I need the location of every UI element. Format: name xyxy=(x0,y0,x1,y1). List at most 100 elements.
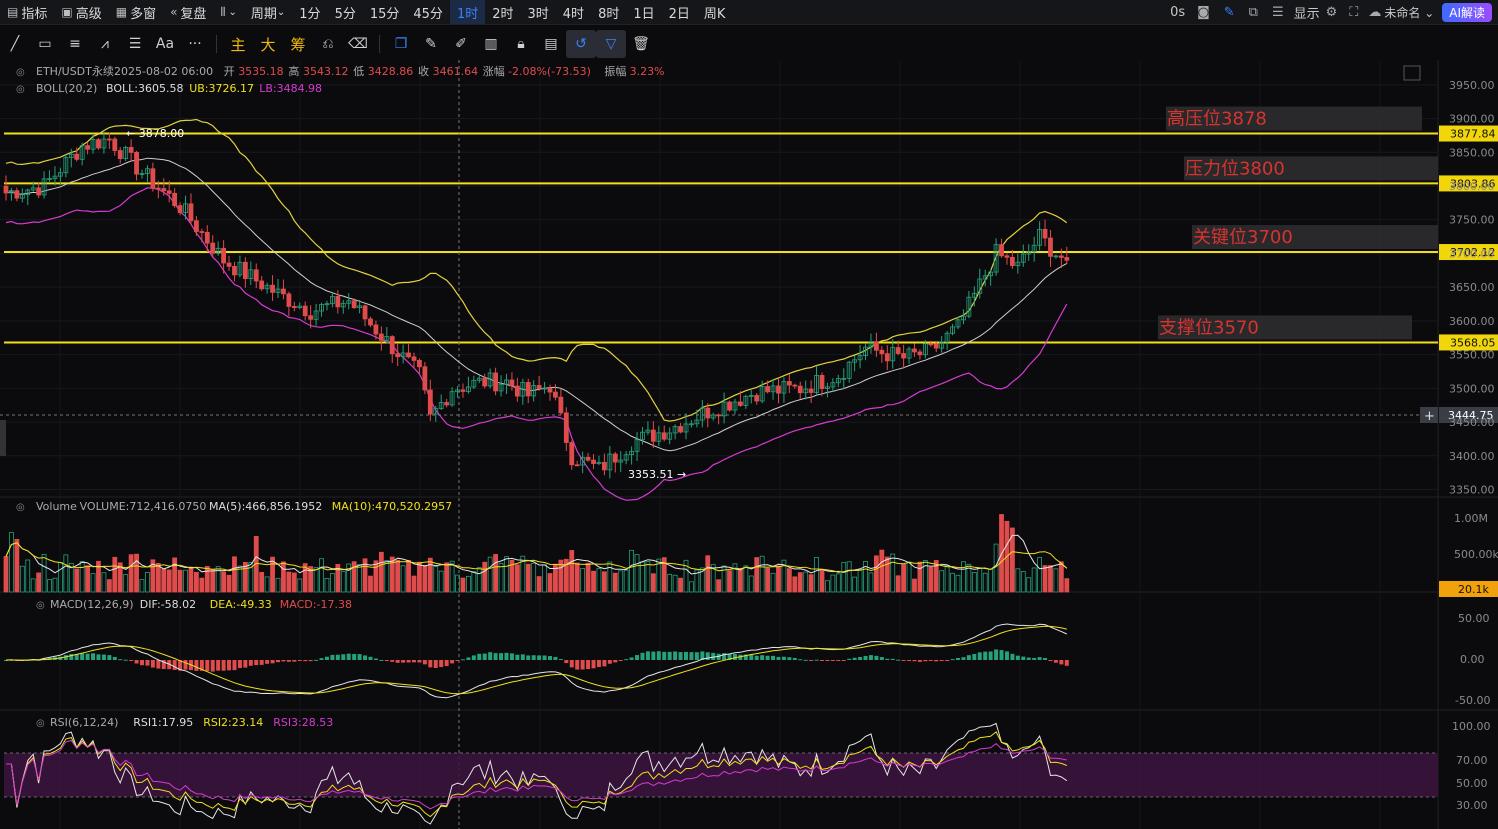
big-order-button[interactable]: 大 xyxy=(260,35,276,54)
layout-name[interactable]: 未命名 ⌄ xyxy=(1384,5,1435,20)
camera-icon[interactable]: ◙ xyxy=(1197,4,1210,20)
topbar-item-5[interactable]: 周期 ⌄ xyxy=(244,0,292,24)
chart-area[interactable]: 高压位3878 3877.84 压力位3800 3803.86 关键位3700 3702.… xyxy=(0,60,1498,829)
compare-icon[interactable]: ▥ xyxy=(484,36,498,52)
volume-bar xyxy=(591,570,596,593)
ai-button[interactable]: AI解读 xyxy=(1442,2,1492,22)
macd-pane xyxy=(4,623,1069,699)
macd-histogram-bar xyxy=(939,660,944,662)
topbar-item-15[interactable]: 1日 xyxy=(626,0,661,24)
pencil-icon[interactable]: ✎ xyxy=(1223,4,1235,20)
magnet-icon[interactable]: ⎌ xyxy=(322,36,334,52)
topbar-item-16[interactable]: 2日 xyxy=(662,0,697,24)
volume-bar xyxy=(112,556,118,593)
fib-tool-icon[interactable]: ☰ xyxy=(128,36,142,52)
window-icon[interactable]: ⧉ xyxy=(1248,4,1258,20)
side-panel-toggle[interactable] xyxy=(0,420,6,456)
pen-icon[interactable]: ✐ xyxy=(455,36,467,52)
volume-bar xyxy=(585,562,591,593)
topbar-item-14[interactable]: 8时 xyxy=(591,0,626,24)
copy-icon[interactable]: ❐ xyxy=(394,36,408,52)
topbar-item-0[interactable]: ▤ 指标 xyxy=(0,0,54,24)
filter-icon[interactable]: ▽ xyxy=(596,30,626,58)
candle-body xyxy=(237,261,243,276)
macd-histogram-bar xyxy=(156,660,161,669)
draw-mode-icon[interactable]: ↺ xyxy=(566,30,596,58)
more-tools-icon[interactable]: ··· xyxy=(188,36,202,52)
topbar-item-12[interactable]: 3时 xyxy=(521,0,556,24)
macd-histogram-bar xyxy=(917,660,922,662)
rectangle-tool-icon[interactable]: ▭ xyxy=(38,36,52,52)
topbar-item-4[interactable]: ⫴ ⌄ xyxy=(213,0,243,24)
macd-histogram-bar xyxy=(732,653,737,660)
fullscreen-icon[interactable]: ⛶ xyxy=(1349,4,1359,20)
topbar-item-11[interactable]: 2时 xyxy=(485,0,520,24)
candle-body xyxy=(640,431,645,441)
topbar-item-8[interactable]: 15分 xyxy=(363,0,407,24)
rsi3-value: RSI3:28.53 xyxy=(273,716,333,729)
candle-body xyxy=(825,386,830,389)
volume-bar xyxy=(574,562,580,593)
line-tool-icon[interactable]: ╱ xyxy=(10,36,20,52)
collapse-icon: ◎ xyxy=(36,600,45,611)
topbar-item-3[interactable]: «复盘 xyxy=(163,0,213,24)
topbar-item-6[interactable]: 1分 xyxy=(292,0,327,24)
volume-bar xyxy=(41,554,47,593)
volume-bar xyxy=(797,572,803,593)
macd-histogram-bar xyxy=(645,651,650,660)
price-levels[interactable]: 高压位3878 3877.84 压力位3800 3803.86 关键位3700 3702.… xyxy=(0,60,1498,829)
volume-bar xyxy=(74,568,80,593)
candle-body xyxy=(525,382,531,397)
macd-histogram-bar xyxy=(134,660,139,664)
volume-bar xyxy=(803,571,809,593)
candle-body xyxy=(281,288,286,295)
display-button[interactable]: 显示 xyxy=(1293,6,1320,22)
candle-body xyxy=(857,355,863,361)
topbar-item-7[interactable]: 5分 xyxy=(328,0,363,24)
macd-histogram-bar xyxy=(966,655,971,660)
topbar-item-10[interactable]: 1时 xyxy=(449,0,486,24)
text-tool[interactable]: Aa xyxy=(155,36,175,52)
candle-body xyxy=(172,192,178,206)
volume-bar xyxy=(966,563,972,593)
trash-icon[interactable]: 🗑︎ xyxy=(632,36,650,52)
settings-icon[interactable]: ⚙ xyxy=(1325,4,1338,20)
channel-tool-icon[interactable]: ≡ xyxy=(69,36,81,52)
volume-bar xyxy=(498,562,504,593)
low-value: 3428.86 xyxy=(368,65,414,78)
volume-current-text: 20.1k xyxy=(1458,583,1489,596)
wave-tool-icon[interactable]: ⩘ xyxy=(101,36,109,52)
topbar-item-9[interactable]: 45分 xyxy=(406,0,450,24)
macd-histogram-bar xyxy=(863,655,868,660)
topbar-item-2[interactable]: ▦ 多窗 xyxy=(109,0,163,24)
candle-body xyxy=(85,145,90,150)
candle-body xyxy=(465,386,471,392)
expand-icon[interactable] xyxy=(1403,65,1421,81)
macd-histogram-bar xyxy=(580,660,585,670)
volume-bar xyxy=(25,559,31,593)
lock-icon[interactable]: 🔒︎ xyxy=(517,36,525,52)
macd-histogram-bar xyxy=(635,655,640,660)
volume-bar xyxy=(346,563,352,593)
candle-body xyxy=(96,139,101,149)
candle-body xyxy=(378,333,384,341)
price-tick: 3500.00 xyxy=(1449,382,1495,395)
list-icon[interactable]: ☰ xyxy=(1271,4,1284,20)
volume-bar xyxy=(721,565,727,593)
top-toolbar: ▤ 指标 ▣ 高级 ▦ 多窗 «复盘 ⫴ ⌄ 周期 ⌄ 1分 5分 15分 45分 1时 2时 3时 4时 8时 1… xyxy=(0,0,1498,25)
main-indicator-button[interactable]: 主 xyxy=(230,35,246,54)
edit-icon[interactable]: ▤ xyxy=(544,36,558,52)
macd-histogram-bar xyxy=(504,652,509,660)
topbar-item-17[interactable]: 周K xyxy=(697,0,733,24)
chip-button[interactable]: 筹 xyxy=(290,35,306,54)
macd-histogram-bar xyxy=(183,660,188,670)
eraser-icon[interactable]: ⌫ xyxy=(348,36,368,52)
add-alert-button[interactable] xyxy=(1420,407,1438,423)
ruler-icon[interactable]: ✎ xyxy=(425,36,437,52)
macd-histogram-bar xyxy=(194,660,199,671)
candle-body xyxy=(36,187,42,196)
topbar-item-1[interactable]: ▣ 高级 xyxy=(54,0,108,24)
candle-body xyxy=(863,346,868,356)
topbar-item-13[interactable]: 4时 xyxy=(556,0,591,24)
volume-bar xyxy=(63,554,69,593)
